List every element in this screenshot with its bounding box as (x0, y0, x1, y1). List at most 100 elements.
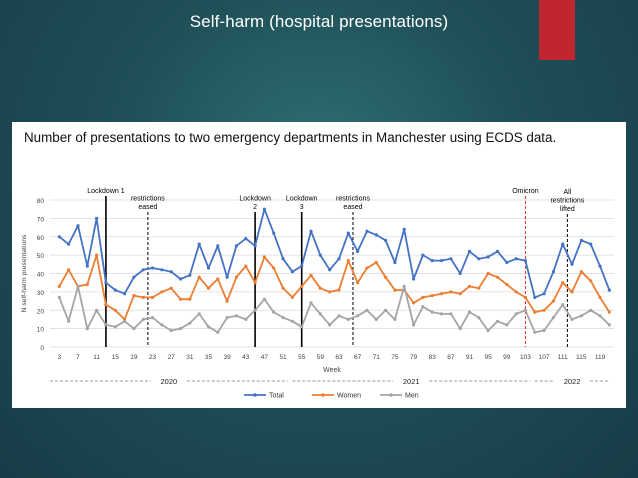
data-point-men (290, 319, 294, 323)
data-point-total (337, 257, 341, 261)
data-point-women (374, 260, 378, 265)
x-tick-label: 47 (261, 354, 269, 361)
x-tick-label: 107 (539, 354, 550, 361)
x-tick-label: 63 (335, 354, 343, 361)
data-point-total (523, 259, 527, 263)
data-point-total (206, 266, 211, 270)
data-point-women (421, 295, 425, 299)
data-point-total (225, 275, 229, 279)
data-point-women (169, 286, 173, 290)
data-point-total (505, 260, 509, 265)
data-point-women (551, 299, 556, 303)
legend-label: Total (269, 393, 284, 400)
data-point-women (132, 294, 136, 298)
data-point-men (412, 323, 416, 327)
data-point-men (57, 295, 61, 299)
y-tick-label: 70 (37, 216, 45, 223)
data-point-women (206, 286, 211, 290)
data-point-women (430, 294, 434, 298)
data-point-men (495, 319, 500, 323)
data-point-total (234, 244, 238, 248)
data-point-women (607, 310, 611, 314)
legend-label: Men (405, 393, 419, 400)
x-tick-label: 3 (58, 354, 62, 361)
data-point-women (589, 279, 593, 283)
data-point-total (561, 242, 565, 246)
legend-marker-men (389, 393, 393, 397)
y-tick-label: 0 (40, 345, 44, 352)
data-point-women (160, 290, 164, 294)
data-point-men (393, 317, 397, 321)
data-point-total (328, 268, 332, 272)
data-point-women (365, 266, 369, 270)
data-point-total (85, 264, 89, 268)
data-point-women (579, 270, 584, 274)
data-point-women (328, 290, 332, 294)
event-label: eased (343, 204, 362, 211)
data-point-total (374, 233, 378, 237)
data-point-men (281, 316, 285, 320)
data-point-women (150, 295, 155, 299)
data-point-total (272, 231, 276, 235)
data-point-women (533, 310, 537, 314)
chart-panel (12, 122, 626, 408)
data-point-total (402, 227, 406, 231)
x-tick-label: 99 (503, 354, 511, 361)
data-point-women (188, 297, 192, 301)
data-point-total (430, 259, 434, 263)
data-point-total (533, 295, 537, 299)
event-label: eased (138, 204, 157, 211)
data-point-women (300, 284, 304, 288)
data-point-men (234, 314, 238, 318)
data-point-men (188, 321, 192, 325)
legend-label: Women (337, 393, 361, 400)
data-point-total (188, 273, 192, 277)
data-point-men (67, 319, 71, 323)
event-label: lifted (560, 206, 575, 213)
data-point-women (495, 275, 500, 279)
data-point-women (281, 286, 285, 290)
data-point-total (551, 270, 556, 274)
data-point-total (439, 259, 444, 263)
legend-marker-women (321, 393, 325, 397)
data-point-total (253, 244, 257, 248)
data-point-women (290, 295, 294, 299)
data-point-men (384, 308, 388, 312)
series-line-men (58, 285, 610, 334)
data-point-men (365, 308, 369, 312)
data-point-total (178, 277, 183, 281)
year-label: 2020 (161, 377, 178, 386)
data-point-women (113, 308, 117, 312)
data-point-men (439, 312, 444, 316)
data-point-men (374, 317, 378, 321)
event-label: restrictions (131, 196, 165, 203)
event-label: 3 (300, 204, 304, 211)
data-point-women (104, 303, 108, 307)
data-point-men (542, 328, 546, 333)
data-point-men (95, 308, 99, 312)
x-tick-label: 71 (373, 354, 381, 361)
x-tick-label: 103 (520, 354, 531, 361)
data-point-women (505, 282, 509, 287)
data-point-men (598, 314, 602, 318)
x-tick-label: 83 (429, 354, 437, 361)
data-point-total (346, 231, 350, 235)
x-tick-label: 95 (485, 354, 493, 361)
data-point-total (104, 281, 108, 285)
year-label: 2022 (564, 377, 581, 386)
data-point-total (67, 242, 71, 246)
data-point-total (486, 255, 490, 259)
data-point-total (160, 268, 164, 272)
data-point-women (337, 288, 341, 292)
x-tick-label: 55 (298, 354, 306, 361)
data-point-men (318, 312, 322, 316)
data-point-women (225, 299, 229, 303)
data-point-women (262, 255, 266, 259)
x-tick-label: 87 (447, 354, 455, 361)
data-point-men (356, 314, 360, 318)
data-point-men (402, 284, 406, 288)
data-point-total (123, 292, 127, 296)
x-tick-label: 75 (391, 354, 399, 361)
data-point-men (76, 284, 80, 288)
data-point-men (533, 330, 537, 334)
